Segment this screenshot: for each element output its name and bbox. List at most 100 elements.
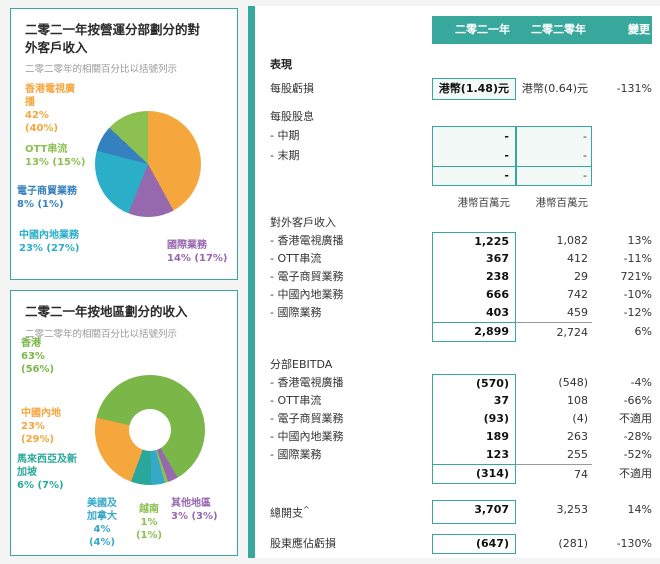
dividend-row-final: - 末期 - -	[270, 146, 652, 166]
accent-stripe	[248, 6, 255, 558]
value-2020: 459	[567, 306, 588, 319]
row-label: - 香港電視廣播	[270, 234, 344, 247]
chart-subtitle: 二零二零年的相關百分比以括號列示	[25, 64, 178, 75]
total-2021: 2,899	[432, 322, 516, 342]
region-revenue-chart-card: 二零二一年按地區劃分的收入 二零二零年的相關百分比以括號列示 香港 63% (5…	[10, 290, 238, 556]
results-table: 二零二一年 二零二零年 變更 表現 每股虧損 港幣(1.48)元 港幣(0.64…	[270, 16, 652, 554]
value-2020: 29	[574, 270, 588, 283]
value-2021: -	[432, 126, 516, 146]
row-label: - OTT串流	[270, 394, 322, 407]
total-2021: (314)	[432, 464, 516, 484]
value-2020: 255	[567, 448, 588, 461]
value-2021: -	[432, 146, 516, 166]
section-external-revenue: 對外客戶收入	[270, 216, 336, 229]
section-performance: 表現	[270, 58, 292, 71]
value-2021: 189	[432, 428, 516, 446]
revenue-row: - 國際業務 403 459 -12%	[270, 304, 652, 322]
row-label: - 中國內地業務	[270, 430, 344, 443]
value-2020: (281)	[558, 537, 588, 550]
header-change: 變更	[592, 16, 652, 44]
value-2021: (93)	[432, 410, 516, 428]
change-value: 6%	[634, 325, 652, 338]
change-value: -11%	[623, 252, 652, 265]
row-label: - 電子商貿業務	[270, 412, 344, 425]
row-label: - 末期	[270, 149, 300, 162]
unit-row: 港幣百萬元 港幣百萬元	[270, 196, 652, 210]
value-2020: 港幣(0.64)元	[521, 82, 588, 95]
change-value: -131%	[616, 82, 652, 95]
value-2020: 263	[567, 430, 588, 443]
revenue-row: - 中國內地業務 666 742 -10%	[270, 286, 652, 304]
value-2021: (570)	[432, 374, 516, 392]
total-2020: 2,724	[516, 322, 592, 342]
unit-2021: 港幣百萬元	[457, 197, 511, 209]
row-label: - 香港電視廣播	[270, 376, 344, 389]
change-value: 不適用	[619, 467, 652, 480]
value-2020: 1,082	[556, 234, 589, 247]
section-segment-ebitda: 分部EBITDA	[270, 358, 333, 371]
value-2020: -	[516, 126, 592, 146]
results-panel: 二零二一年 二零二零年 變更 表現 每股虧損 港幣(1.48)元 港幣(0.64…	[248, 6, 660, 558]
value-2021: 367	[432, 250, 516, 268]
ebitda-row: - 中國內地業務 189 263 -28%	[270, 428, 652, 446]
pie-label-mainland-china-business: 中國內地業務 23% (27%)	[19, 230, 80, 254]
value-2021: 1,225	[432, 232, 516, 250]
eps-loss-row: 每股虧損 港幣(1.48)元 港幣(0.64)元 -131%	[270, 78, 652, 100]
value-2021: 3,707	[432, 500, 516, 524]
change-value: -66%	[623, 394, 652, 407]
unit-2020: 港幣百萬元	[535, 197, 589, 209]
pie-label-hk-tv-broadcast: 香港電視廣播 42% (40%)	[25, 84, 75, 134]
total-2020: 74	[516, 464, 592, 484]
ebitda-total-row: (314) 74 不適用	[270, 464, 652, 484]
ebitda-row: - 國際業務 123 255 -52%	[270, 446, 652, 464]
row-label: - OTT串流	[270, 252, 322, 265]
revenue-row: - OTT串流 367 412 -11%	[270, 250, 652, 268]
value-2020: 742	[567, 288, 588, 301]
revenue-row: - 香港電視廣播 1,225 1,082 13%	[270, 232, 652, 250]
value-2020: 412	[567, 252, 588, 265]
footnote-marker: ^	[303, 505, 310, 514]
value-2021: 666	[432, 286, 516, 304]
header-year-2021: 二零二一年	[432, 16, 516, 44]
change-value: 13%	[627, 234, 652, 247]
chart-title: 二零二一年按營運分部劃分的對外客戶收入	[25, 22, 201, 55]
ebitda-row: - 電子商貿業務 (93) (4) 不適用	[270, 410, 652, 428]
pie-label-ott-streaming: OTT串流 13% (15%)	[25, 144, 86, 168]
region-revenue-donut-chart	[95, 375, 205, 485]
chart-subtitle: 二零二零年的相關百分比以括號列示	[25, 328, 178, 340]
value-2020: -	[516, 166, 592, 186]
value-2020: 108	[567, 394, 588, 407]
donut-label-vietnam: 越南 1% (1%)	[135, 504, 163, 541]
change-value: -28%	[623, 430, 652, 443]
shareholders-loss-row: 股東應佔虧損 (647) (281) -130%	[270, 534, 652, 554]
value-2021: 37	[432, 392, 516, 410]
value-2020: 3,253	[556, 503, 589, 516]
change-value: -12%	[623, 306, 652, 319]
segment-revenue-pie-chart	[95, 111, 201, 217]
dividend-row-total: - -	[270, 166, 652, 186]
change-value: 不適用	[619, 412, 652, 425]
donut-hole	[129, 409, 171, 451]
revenue-row: - 電子商貿業務 238 29 721%	[270, 268, 652, 286]
value-2021: 港幣(1.48)元	[432, 78, 516, 100]
ebitda-row: - 香港電視廣播 (570) (548) -4%	[270, 374, 652, 392]
revenue-total-row: 2,899 2,724 6%	[270, 322, 652, 342]
donut-label-other-regions: 其他地區 3% (3%)	[171, 498, 218, 522]
pie-label-international-business: 國際業務 14% (17%)	[167, 240, 228, 264]
dividend-label: 每股股息	[270, 110, 314, 123]
value-2020: (4)	[572, 412, 588, 425]
row-label: - 中期	[270, 129, 300, 142]
row-label: 股東應佔虧損	[270, 537, 336, 550]
donut-label-hongkong: 香港 63% (56%)	[21, 338, 55, 375]
change-value: -4%	[630, 376, 652, 389]
row-label: 每股虧損	[270, 82, 314, 95]
value-2021: -	[432, 166, 516, 186]
segment-revenue-chart-card: 二零二一年按營運分部劃分的對外客戶收入 二零二零年的相關百分比以括號列示 香港電…	[10, 8, 238, 280]
value-2020: -	[516, 146, 592, 166]
row-label: 總開支^	[270, 505, 310, 520]
dividend-row-interim: - 中期 - -	[270, 126, 652, 146]
donut-label-malaysia-singapore: 馬來西亞及新加坡 6% (7%)	[17, 454, 77, 491]
donut-label-mainland-china: 中國內地 23% (29%)	[21, 408, 61, 445]
value-2021: 238	[432, 268, 516, 286]
ebitda-row: - OTT串流 37 108 -66%	[270, 392, 652, 410]
